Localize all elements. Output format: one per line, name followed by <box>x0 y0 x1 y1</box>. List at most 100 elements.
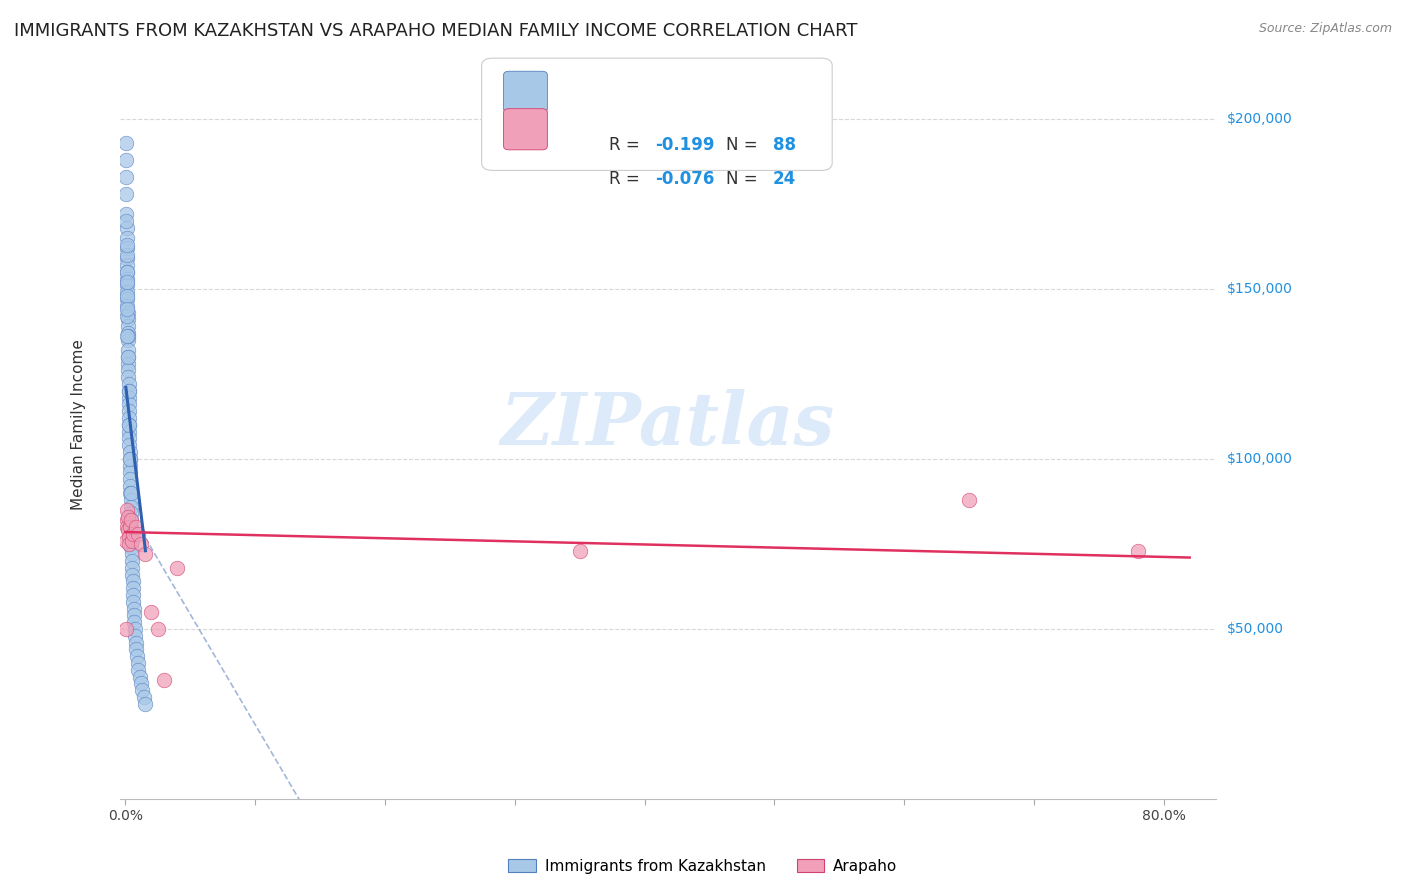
Point <box>124 615 146 630</box>
Text: N =: N = <box>725 170 763 188</box>
Text: Median Family Income: Median Family Income <box>72 340 86 510</box>
Point <box>118 397 141 411</box>
Point <box>115 265 138 279</box>
Text: IMMIGRANTS FROM KAZAKHSTAN VS ARAPAHO MEDIAN FAMILY INCOME CORRELATION CHART: IMMIGRANTS FROM KAZAKHSTAN VS ARAPAHO ME… <box>14 22 858 40</box>
Point <box>125 642 148 657</box>
Point <box>128 670 150 684</box>
Point <box>121 567 143 582</box>
Point <box>115 622 138 636</box>
Point <box>115 169 138 184</box>
Point <box>568 543 591 558</box>
Point <box>120 513 142 527</box>
Point <box>117 370 139 384</box>
Text: Source: ZipAtlas.com: Source: ZipAtlas.com <box>1258 22 1392 36</box>
Point <box>120 513 142 527</box>
Point <box>1126 543 1149 558</box>
Point <box>120 472 142 486</box>
Point <box>121 533 143 548</box>
FancyBboxPatch shape <box>503 109 547 150</box>
Point <box>115 237 138 252</box>
Point <box>115 275 138 289</box>
Point <box>117 384 139 398</box>
Text: R =: R = <box>609 170 651 188</box>
Point <box>127 663 149 677</box>
Point <box>120 486 142 500</box>
Point <box>115 513 138 527</box>
Point <box>117 329 139 343</box>
Point <box>124 622 146 636</box>
Point <box>118 520 141 534</box>
Point <box>117 319 139 334</box>
Point <box>957 492 980 507</box>
Legend: Immigrants from Kazakhstan, Arapaho: Immigrants from Kazakhstan, Arapaho <box>502 853 904 880</box>
Point <box>117 326 139 340</box>
Point <box>115 241 138 255</box>
Point <box>118 451 141 466</box>
Text: ZIPatlas: ZIPatlas <box>501 390 835 460</box>
Point <box>122 608 145 623</box>
Point <box>117 350 139 364</box>
Point <box>146 622 169 636</box>
Point <box>120 479 142 493</box>
Point <box>129 676 152 690</box>
FancyBboxPatch shape <box>482 58 832 170</box>
Point <box>120 526 142 541</box>
Point <box>153 673 176 687</box>
Point <box>121 574 143 589</box>
FancyBboxPatch shape <box>503 71 547 112</box>
Point <box>118 466 141 480</box>
Point <box>120 500 142 514</box>
Point <box>117 343 139 357</box>
Point <box>122 601 145 615</box>
Point <box>117 520 139 534</box>
Point <box>115 220 138 235</box>
Point <box>117 363 139 377</box>
Point <box>127 656 149 670</box>
Point <box>134 547 156 561</box>
Point <box>118 391 141 405</box>
Point <box>118 417 141 432</box>
Point <box>117 357 139 371</box>
Text: $50,000: $50,000 <box>1226 622 1284 636</box>
Point <box>117 309 139 323</box>
Point <box>121 547 143 561</box>
Point <box>132 690 155 704</box>
Point <box>117 312 139 326</box>
Point <box>122 526 145 541</box>
Point <box>118 411 141 425</box>
Point <box>166 560 188 574</box>
Point <box>141 605 163 619</box>
Text: 24: 24 <box>773 170 796 188</box>
Point <box>115 231 138 245</box>
Point <box>115 265 138 279</box>
Point <box>120 486 142 500</box>
Point <box>118 537 141 551</box>
Point <box>122 588 145 602</box>
Text: $100,000: $100,000 <box>1226 452 1292 466</box>
Point <box>118 438 141 452</box>
Point <box>115 278 138 293</box>
Text: 88: 88 <box>773 136 796 153</box>
Point <box>125 635 148 649</box>
Point <box>117 299 139 313</box>
Point <box>115 248 138 262</box>
Point <box>118 404 141 418</box>
Point <box>125 649 148 664</box>
Point <box>129 537 152 551</box>
Point <box>120 506 142 520</box>
Point <box>127 526 149 541</box>
Point <box>115 533 138 548</box>
Point <box>117 350 139 364</box>
Point <box>115 186 138 201</box>
Text: -0.076: -0.076 <box>655 170 714 188</box>
Point <box>122 595 145 609</box>
Point <box>121 560 143 574</box>
Point <box>117 285 139 300</box>
Point <box>118 432 141 446</box>
Text: N =: N = <box>725 136 763 153</box>
Point <box>115 271 138 285</box>
Point <box>118 445 141 459</box>
Point <box>115 213 138 227</box>
Point <box>115 207 138 221</box>
Point <box>115 153 138 167</box>
